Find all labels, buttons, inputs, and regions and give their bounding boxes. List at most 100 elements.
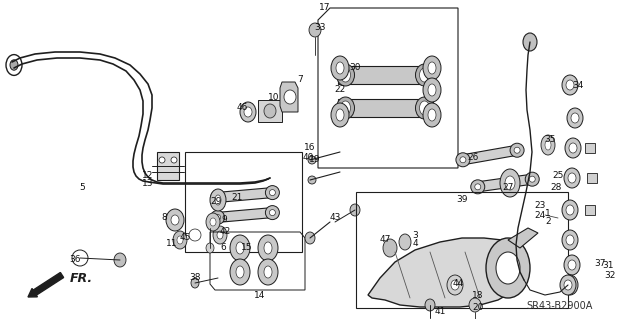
Text: 5: 5	[79, 183, 85, 192]
Ellipse shape	[460, 157, 466, 163]
Text: 10: 10	[268, 93, 280, 102]
Ellipse shape	[423, 56, 441, 80]
Ellipse shape	[566, 280, 574, 290]
Text: 41: 41	[435, 307, 445, 315]
Text: 25: 25	[552, 170, 564, 180]
Ellipse shape	[269, 189, 275, 196]
Text: 28: 28	[550, 183, 562, 192]
Bar	[185, 152, 302, 252]
Bar	[258, 100, 282, 122]
Text: 34: 34	[572, 80, 584, 90]
Ellipse shape	[171, 157, 177, 163]
Polygon shape	[217, 208, 273, 222]
Ellipse shape	[236, 266, 244, 278]
Ellipse shape	[211, 211, 225, 224]
Ellipse shape	[159, 157, 165, 163]
Text: 3: 3	[412, 231, 418, 240]
Ellipse shape	[510, 143, 524, 157]
Ellipse shape	[571, 113, 579, 123]
Ellipse shape	[308, 176, 316, 184]
Ellipse shape	[350, 204, 360, 216]
Ellipse shape	[428, 84, 436, 96]
Polygon shape	[462, 145, 518, 165]
Ellipse shape	[309, 23, 321, 37]
Ellipse shape	[500, 169, 520, 197]
Text: 20: 20	[472, 302, 484, 311]
Text: 38: 38	[189, 273, 201, 283]
Text: 35: 35	[544, 136, 556, 145]
Text: 29: 29	[211, 197, 221, 206]
Ellipse shape	[383, 239, 397, 257]
Ellipse shape	[177, 236, 183, 244]
Ellipse shape	[336, 109, 344, 121]
Text: 45: 45	[179, 233, 191, 241]
Ellipse shape	[525, 172, 540, 186]
Ellipse shape	[308, 156, 316, 164]
Text: 6: 6	[220, 243, 226, 253]
Bar	[356, 192, 568, 308]
Bar	[585, 143, 595, 153]
Ellipse shape	[562, 230, 578, 250]
Text: 11: 11	[166, 239, 178, 248]
Ellipse shape	[541, 135, 555, 155]
Ellipse shape	[331, 103, 349, 127]
Polygon shape	[157, 152, 179, 180]
Ellipse shape	[496, 252, 520, 284]
Ellipse shape	[564, 168, 580, 188]
Ellipse shape	[566, 205, 574, 215]
Ellipse shape	[456, 153, 470, 167]
Ellipse shape	[173, 231, 187, 249]
Ellipse shape	[399, 234, 411, 250]
Ellipse shape	[114, 253, 126, 267]
Ellipse shape	[565, 138, 581, 158]
Ellipse shape	[419, 68, 429, 82]
Ellipse shape	[305, 232, 315, 244]
Ellipse shape	[264, 242, 272, 254]
Text: 19: 19	[309, 155, 321, 165]
Ellipse shape	[566, 235, 574, 245]
Ellipse shape	[523, 33, 537, 51]
Text: 18: 18	[472, 292, 484, 300]
Text: 39: 39	[456, 196, 468, 204]
Bar	[587, 173, 597, 183]
Text: 7: 7	[297, 76, 303, 85]
Ellipse shape	[6, 55, 22, 75]
Ellipse shape	[213, 226, 227, 244]
Ellipse shape	[475, 184, 481, 190]
Ellipse shape	[264, 266, 272, 278]
Text: 31: 31	[602, 261, 614, 270]
Ellipse shape	[562, 75, 578, 95]
FancyArrow shape	[28, 272, 63, 297]
Ellipse shape	[566, 80, 574, 90]
Ellipse shape	[337, 97, 355, 119]
Text: 1: 1	[545, 209, 551, 218]
Ellipse shape	[447, 275, 463, 295]
Ellipse shape	[562, 275, 578, 295]
Text: 42: 42	[220, 227, 230, 236]
Ellipse shape	[10, 60, 18, 70]
Text: 12: 12	[142, 170, 154, 180]
Ellipse shape	[171, 215, 179, 225]
Ellipse shape	[423, 103, 441, 127]
Text: 21: 21	[231, 194, 243, 203]
Ellipse shape	[560, 275, 576, 295]
Ellipse shape	[217, 231, 223, 239]
Ellipse shape	[266, 206, 280, 219]
Text: 33: 33	[314, 24, 326, 33]
Text: 15: 15	[241, 243, 253, 253]
Ellipse shape	[230, 259, 250, 285]
Polygon shape	[508, 228, 538, 248]
Text: 16: 16	[304, 144, 316, 152]
Text: 44: 44	[452, 278, 463, 287]
Ellipse shape	[564, 255, 580, 275]
Ellipse shape	[471, 180, 484, 194]
Ellipse shape	[562, 200, 578, 220]
Ellipse shape	[423, 78, 441, 102]
Ellipse shape	[236, 242, 244, 254]
Ellipse shape	[419, 101, 429, 115]
Ellipse shape	[336, 62, 344, 74]
Ellipse shape	[569, 143, 577, 153]
Ellipse shape	[189, 229, 201, 241]
Ellipse shape	[486, 238, 530, 298]
Polygon shape	[337, 66, 433, 84]
